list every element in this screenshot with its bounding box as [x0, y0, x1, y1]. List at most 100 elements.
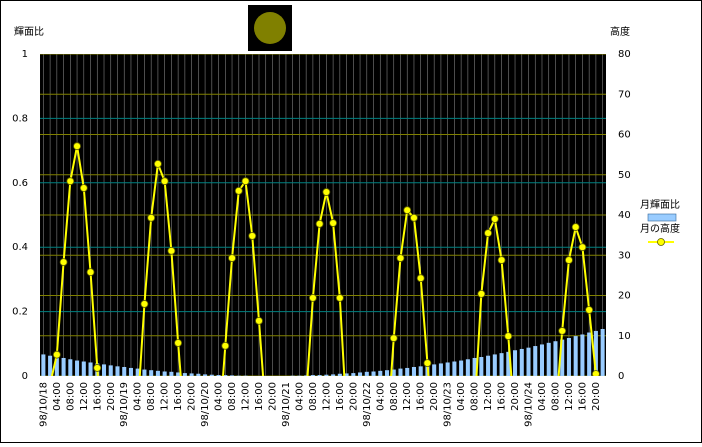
bar — [398, 369, 402, 376]
bar — [41, 354, 45, 376]
point — [336, 294, 343, 301]
bar — [324, 375, 328, 376]
bar — [169, 372, 173, 376]
bar — [446, 362, 450, 376]
x-tick-label: 12:00 — [483, 382, 494, 411]
bar — [479, 357, 483, 376]
point — [235, 187, 242, 194]
x-tick-label: 08:00 — [65, 382, 76, 411]
bar — [513, 350, 517, 376]
bar — [196, 374, 200, 376]
bar — [553, 341, 557, 376]
bar — [318, 375, 322, 376]
bar — [203, 374, 207, 376]
bar — [419, 366, 423, 376]
bar — [486, 356, 490, 376]
bar — [439, 363, 443, 376]
bar — [547, 343, 551, 376]
bar — [452, 362, 456, 376]
x-tick-label: 04:00 — [214, 382, 225, 411]
x-tick-label: 98/10/19 — [119, 382, 130, 427]
x-tick-label: 04:00 — [375, 382, 386, 411]
point — [67, 178, 74, 185]
y2-tick-label: 0 — [618, 371, 624, 382]
bar — [156, 371, 160, 376]
legend-label: 月の高度 — [640, 222, 680, 235]
x-tick-label: 20:00 — [267, 382, 278, 411]
point — [154, 160, 161, 167]
point — [498, 257, 505, 264]
bar — [500, 353, 504, 376]
point — [417, 275, 424, 282]
point — [229, 255, 236, 262]
point — [572, 224, 579, 231]
y-tick-label: 0.4 — [12, 242, 28, 253]
bar — [365, 372, 369, 376]
x-tick-label: 08:00 — [146, 382, 157, 411]
x-tick-label: 20:00 — [348, 382, 359, 411]
bar — [89, 362, 93, 376]
point — [478, 290, 485, 297]
bar — [163, 371, 167, 376]
x-tick-label: 98/10/23 — [443, 382, 454, 427]
y2-axis-label: 高度 — [610, 25, 630, 38]
bar — [601, 329, 605, 376]
point — [222, 342, 229, 349]
y2-tick-label: 70 — [618, 89, 631, 100]
bar — [493, 354, 497, 376]
y-tick-label: 0 — [22, 371, 28, 382]
bar — [210, 375, 214, 376]
x-tick-label: 20:00 — [510, 382, 521, 411]
bar — [358, 372, 362, 376]
bar — [459, 361, 463, 376]
bar — [82, 362, 86, 376]
x-tick-label: 04:00 — [52, 382, 63, 411]
x-tick-label: 16:00 — [577, 382, 588, 411]
point — [80, 185, 87, 192]
x-tick-label: 16:00 — [335, 382, 346, 411]
point — [60, 259, 67, 266]
bar — [142, 370, 146, 376]
legend-swatch — [648, 214, 676, 221]
x-tick-label: 20:00 — [187, 382, 198, 411]
point — [491, 216, 498, 223]
bar — [338, 374, 342, 376]
x-tick-label: 08:00 — [227, 382, 238, 411]
bar — [190, 373, 194, 376]
y-tick-label: 0.6 — [12, 178, 28, 189]
bar — [75, 361, 79, 376]
point — [255, 317, 262, 324]
x-tick-label: 12:00 — [79, 382, 90, 411]
x-tick-label: 20:00 — [591, 382, 602, 411]
bar — [230, 375, 234, 376]
point — [410, 214, 417, 221]
bar — [48, 356, 52, 376]
point — [148, 214, 155, 221]
bar — [466, 359, 470, 376]
bar — [129, 368, 133, 376]
bar — [122, 367, 126, 376]
point — [485, 230, 492, 237]
y-tick-label: 0.2 — [12, 307, 28, 318]
x-tick-label: 98/10/21 — [281, 382, 292, 427]
bar — [574, 336, 578, 376]
legend-marker — [658, 239, 665, 246]
moon-icon — [254, 12, 286, 44]
bar — [520, 349, 524, 376]
y2-tick-label: 80 — [618, 49, 631, 60]
bar — [533, 346, 537, 376]
x-tick-label: 08:00 — [308, 382, 319, 411]
bar — [68, 359, 72, 376]
x-tick-label: 04:00 — [537, 382, 548, 411]
point — [168, 247, 175, 254]
y2-tick-label: 60 — [618, 130, 631, 141]
x-tick-label: 04:00 — [294, 382, 305, 411]
point — [309, 294, 316, 301]
point — [424, 360, 431, 367]
x-tick-label: 16:00 — [416, 382, 427, 411]
bar — [351, 373, 355, 376]
y2-tick-label: 20 — [618, 291, 631, 302]
y-tick-label: 0.8 — [12, 113, 28, 124]
x-tick-label: 08:00 — [550, 382, 561, 411]
